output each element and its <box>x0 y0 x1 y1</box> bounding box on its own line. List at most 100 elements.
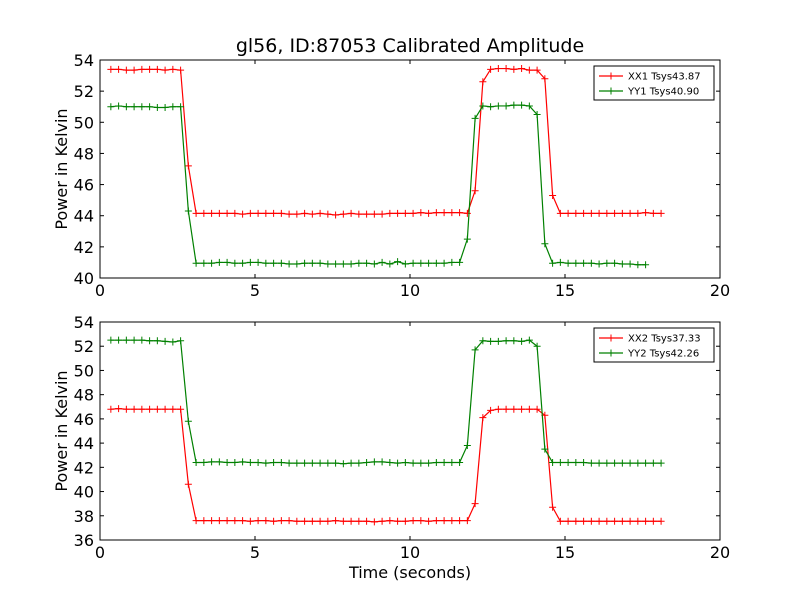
legend-label: XX1 Tsys43.87 <box>628 72 701 83</box>
y-tick-label: 50 <box>74 361 94 380</box>
y-tick-label: 50 <box>74 113 94 132</box>
data-point <box>564 517 572 525</box>
data-point <box>549 458 557 466</box>
data-point <box>378 517 386 525</box>
data-point <box>324 260 332 268</box>
data-point <box>246 258 254 266</box>
data-point <box>200 209 208 217</box>
data-point <box>432 458 440 466</box>
data-point <box>626 459 634 467</box>
data-point <box>301 459 309 467</box>
data-point <box>161 337 169 345</box>
data-point <box>339 517 347 525</box>
data-point <box>448 209 456 217</box>
data-point <box>378 258 386 266</box>
data-point <box>487 406 495 414</box>
x-tick-label: 15 <box>555 281 575 300</box>
data-point <box>231 517 239 525</box>
data-point <box>169 405 177 413</box>
data-point <box>355 259 363 267</box>
data-point <box>525 66 533 74</box>
data-point <box>572 517 580 525</box>
data-point <box>549 259 557 267</box>
x-tick-label: 5 <box>250 543 260 562</box>
data-point <box>471 187 479 195</box>
data-point <box>107 103 115 111</box>
data-point <box>301 517 309 525</box>
data-point <box>649 459 657 467</box>
y-tick-label: 46 <box>74 176 94 195</box>
data-point <box>153 103 161 111</box>
data-point <box>595 459 603 467</box>
data-point <box>556 517 564 525</box>
data-point <box>394 517 402 525</box>
data-point <box>332 260 340 268</box>
chart-panel-1: gl56, ID:87053 Calibrated Amplitude 0 5 10 1… <box>52 35 730 300</box>
data-point <box>401 260 409 268</box>
data-point <box>417 209 425 217</box>
data-point <box>308 459 316 467</box>
data-point <box>184 207 192 215</box>
data-point <box>347 260 355 268</box>
data-point <box>293 210 301 218</box>
data-point <box>370 260 378 268</box>
data-point <box>587 209 595 217</box>
data-point <box>657 517 665 525</box>
data-point <box>169 65 177 73</box>
y-tick-label: 46 <box>74 410 94 429</box>
data-point <box>277 458 285 466</box>
data-point <box>533 342 541 350</box>
data-point <box>107 405 115 413</box>
y-tick-label: 48 <box>74 386 94 405</box>
data-point <box>293 459 301 467</box>
data-point <box>556 258 564 266</box>
data-point <box>634 517 642 525</box>
data-point <box>525 102 533 110</box>
data-point <box>308 517 316 525</box>
data-point <box>626 517 634 525</box>
data-point <box>603 209 611 217</box>
data-point <box>425 259 433 267</box>
data-point <box>215 517 223 525</box>
data-point <box>541 445 549 453</box>
data-point <box>262 517 270 525</box>
y-tick-label: 40 <box>74 269 94 288</box>
data-point <box>634 261 642 269</box>
data-point <box>518 337 526 345</box>
data-point <box>285 459 293 467</box>
data-point <box>549 503 557 511</box>
data-point <box>394 209 402 217</box>
data-point <box>618 459 626 467</box>
data-point <box>177 405 185 413</box>
legend-label: XX2 Tsys37.33 <box>628 334 701 345</box>
y-tick-label: 44 <box>74 207 94 226</box>
data-point <box>177 337 185 345</box>
data-point <box>448 258 456 266</box>
y-tick-label: 38 <box>74 507 94 526</box>
data-point <box>239 458 247 466</box>
data-point <box>386 260 394 268</box>
data-point <box>254 517 262 525</box>
data-point <box>618 517 626 525</box>
series-line <box>110 67 662 216</box>
data-point <box>192 209 200 217</box>
data-point <box>262 209 270 217</box>
x-tick-label: 5 <box>250 281 260 300</box>
data-point <box>115 65 123 73</box>
data-point <box>184 162 192 170</box>
data-point <box>347 459 355 467</box>
data-point <box>394 459 402 467</box>
data-point <box>494 405 502 413</box>
data-point <box>618 260 626 268</box>
data-point <box>603 259 611 267</box>
data-point <box>572 458 580 466</box>
data-point <box>370 518 378 526</box>
data-point <box>153 405 161 413</box>
data-point <box>409 517 417 525</box>
data-point <box>386 458 394 466</box>
data-point <box>556 458 564 466</box>
legend-label: YY1 Tsys40.90 <box>627 87 699 98</box>
data-point <box>580 458 588 466</box>
data-point <box>215 209 223 217</box>
